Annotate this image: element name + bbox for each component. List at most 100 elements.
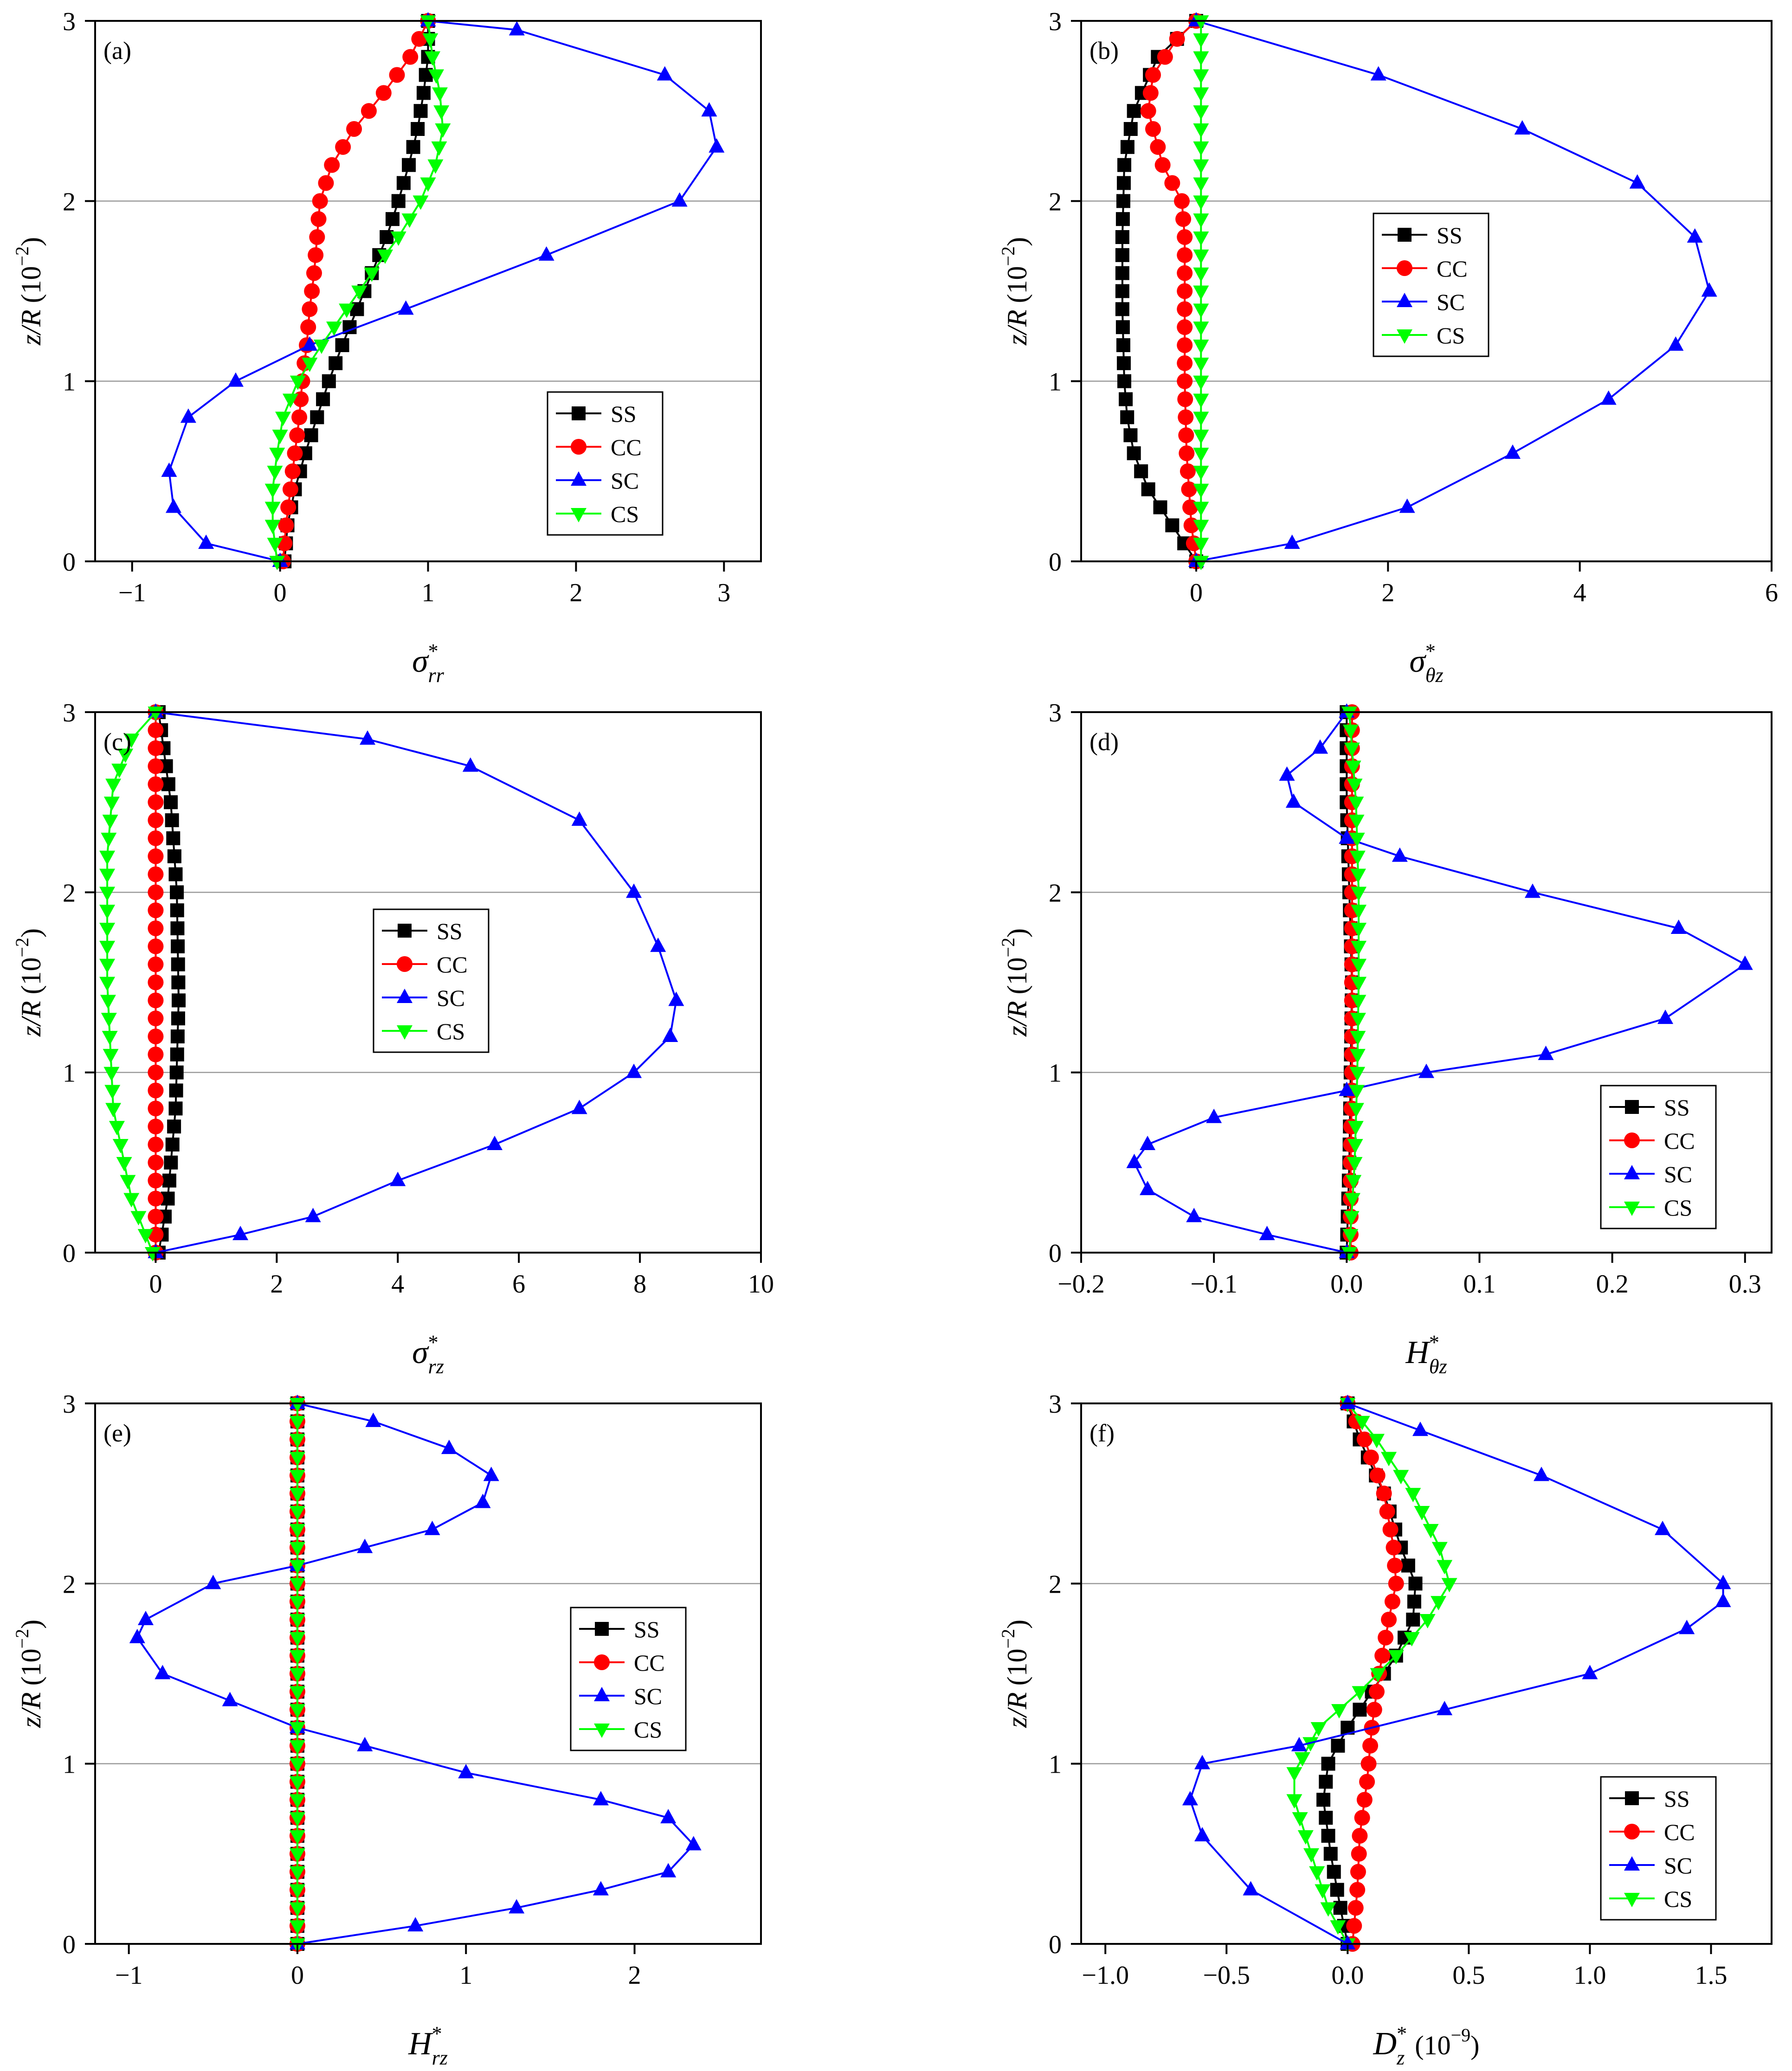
point-CS [148,707,164,721]
point-CS [272,430,288,444]
point-CS [1193,556,1209,570]
point-CS [289,1452,305,1466]
point-CC [304,283,320,299]
y-tick-label: 0 [63,1239,76,1268]
point-CC [148,956,164,972]
y-tick-label: 2 [63,187,76,216]
point-SS [1323,1846,1338,1861]
y-label-main: z/R [16,1692,46,1728]
point-SC [222,1692,238,1706]
point-CS [1193,159,1209,174]
x-tick-label: 0 [291,1961,304,1990]
point-SC [1657,1010,1674,1024]
series-CS [289,1398,305,1953]
point-CS [1193,249,1209,264]
point-CS [289,1920,305,1935]
legend-marker-SC [1624,1165,1640,1179]
point-CS [264,502,281,516]
point-CC [148,1209,164,1225]
x-label-unit-exp: −9 [1451,2025,1471,2045]
point-CS [1193,105,1209,120]
point-SC [593,1791,609,1806]
point-SS [1116,356,1131,370]
panel-d: −0.2 −0.1 0.0 0.1 0.2 0.3 0 1 2 3 (d) H* θz z/R (10−2)… [998,699,1773,1378]
y-label-main: z/R [1002,1692,1032,1728]
point-SC [1582,1665,1598,1679]
point-CC [278,517,294,534]
point-CC [300,319,316,335]
series-CS [264,15,451,570]
y-tick-label: 1 [1049,1059,1062,1088]
y-tick-label: 1 [1049,368,1062,397]
point-SC [571,811,587,826]
series-SC [1126,703,1753,1258]
point-CS [1351,923,1367,937]
point-CS [289,1524,305,1538]
point-SC [1418,1063,1434,1078]
point-SC [1505,444,1521,459]
point-SS [1115,320,1130,334]
point-CC [1386,1539,1402,1556]
point-SS [1116,194,1130,208]
point-SS [1117,374,1131,388]
x-label-sub: rr [428,664,445,687]
point-CC [148,1100,164,1117]
x-tick-label: 0 [1190,579,1203,607]
x-label-sup: * [428,1331,438,1354]
point-CC [1346,1918,1362,1934]
legend-item-CS: CS [382,1018,465,1044]
point-SS [168,1101,183,1116]
point-SS [170,885,184,900]
point-CC [1140,103,1156,119]
point-CC [1180,463,1196,479]
point-CS [289,1488,305,1503]
point-SC [1524,883,1541,898]
point-CC [148,974,164,990]
point-CC [1177,391,1193,407]
point-SC [1259,1226,1275,1241]
point-CS [130,1211,147,1226]
point-CS [99,905,116,920]
legend-item-CC: CC [1609,1128,1695,1154]
point-SS [1134,464,1148,478]
point-CS [313,340,329,354]
legend-marker-SC [1624,1856,1640,1871]
series-SC [148,703,684,1258]
point-CS [289,1722,305,1737]
point-CC [148,812,164,828]
point-CS [1193,232,1209,246]
panel-label: (c) [103,728,131,756]
point-SC [155,1665,171,1679]
point-SS [1406,1613,1420,1627]
point-SC [626,1063,642,1078]
legend-item-SC: SC [1382,289,1465,315]
y-label-unit: (10 [16,1648,46,1685]
x-tick-label: −0.2 [1057,1270,1105,1299]
y-label-main: z/R [16,1001,46,1037]
legend-item-CS: CS [556,501,639,527]
point-SC [509,1899,525,1914]
legend-label-SC: SC [611,468,639,494]
x-tick-label: 8 [633,1270,646,1299]
y-tick-label: 3 [1049,699,1062,727]
y-axis-label: z/R (10−2) [12,237,46,346]
point-CC [312,193,328,209]
point-CC [280,499,297,515]
point-SC [1687,228,1703,243]
point-CS [289,1776,305,1791]
legend-label-SC: SC [634,1683,662,1709]
legend-label-CC: CC [1664,1819,1695,1845]
point-CS [1193,51,1209,66]
x-tick-label: 6 [1765,579,1778,607]
point-CC [148,1137,164,1152]
point-CC [1177,319,1193,335]
point-CS [1309,1866,1325,1881]
point-CS [1193,15,1209,30]
point-CC [148,830,164,846]
point-SC [626,883,642,898]
point-CC [148,902,164,919]
point-CC [1352,1828,1368,1844]
point-CC [148,1082,164,1099]
point-CS [1286,1767,1302,1782]
